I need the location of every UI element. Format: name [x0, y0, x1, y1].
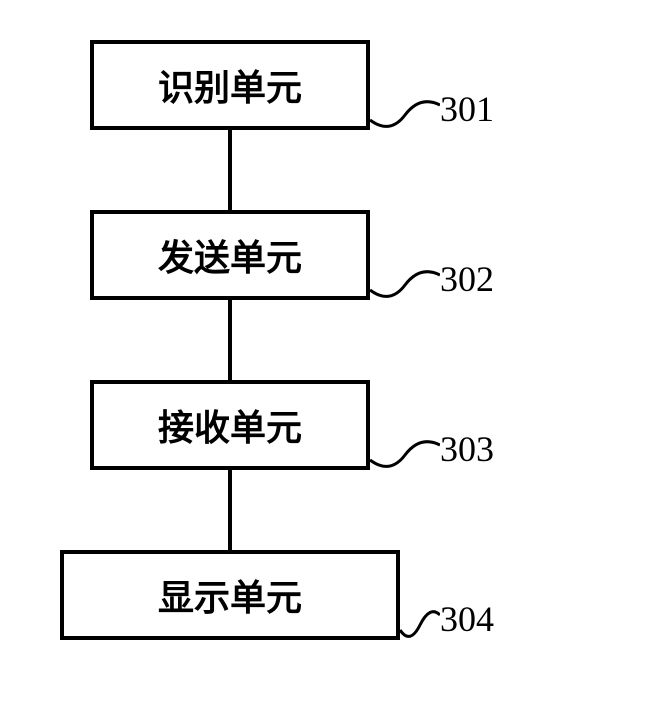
reference-label: 304: [440, 598, 494, 640]
connector-line: [228, 130, 232, 210]
node-label: 发送单元: [158, 229, 302, 281]
node-receive-unit: 接收单元: [90, 380, 370, 470]
node-send-unit: 发送单元: [90, 210, 370, 300]
node-label: 识别单元: [158, 59, 302, 111]
curve-icon: [370, 430, 440, 480]
curve-icon: [400, 600, 440, 650]
curve-icon: [370, 90, 440, 140]
reference-label: 302: [440, 258, 494, 300]
curve-icon: [370, 260, 440, 310]
connector-line: [228, 470, 232, 550]
node-display-unit: 显示单元: [60, 550, 400, 640]
node-label: 接收单元: [158, 399, 302, 451]
reference-label: 303: [440, 428, 494, 470]
reference-label: 301: [440, 88, 494, 130]
connector-line: [228, 300, 232, 380]
node-recognition-unit: 识别单元: [90, 40, 370, 130]
node-label: 显示单元: [158, 569, 302, 621]
